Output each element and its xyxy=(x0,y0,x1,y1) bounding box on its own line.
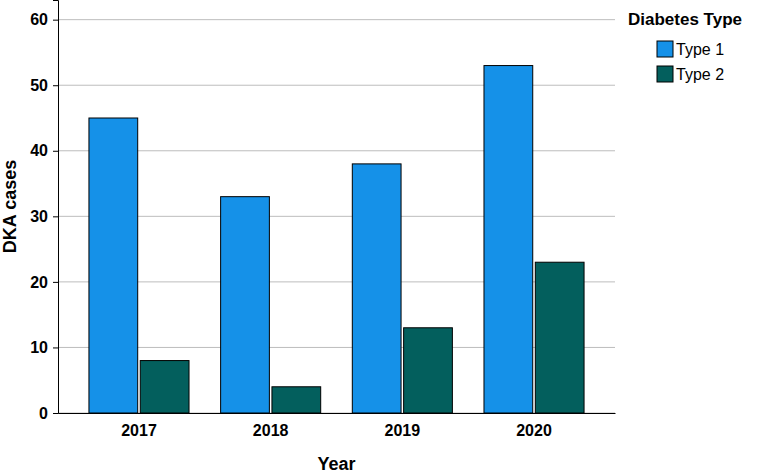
bar xyxy=(484,66,533,413)
bar xyxy=(352,164,401,413)
legend-swatch xyxy=(657,41,673,57)
bar xyxy=(272,387,321,413)
y-tick-label: 30 xyxy=(30,208,48,225)
x-axis-line xyxy=(59,413,616,414)
grid xyxy=(58,20,615,413)
grid-line xyxy=(58,19,615,20)
series xyxy=(140,262,584,413)
x-tick-label: 2019 xyxy=(385,422,421,439)
x-axis-title: Year xyxy=(317,454,355,474)
chart-container: 0 10 20 30 40 50 60 2017 2018 2019 2020 Year DKA cas… xyxy=(0,0,760,476)
y-tick-mark xyxy=(53,282,58,283)
x-tick-label: 2017 xyxy=(121,422,157,439)
x-tick-label: 2020 xyxy=(516,422,552,439)
bar xyxy=(89,118,138,413)
x-tick: 2018 xyxy=(253,422,289,439)
x-tick: 2019 xyxy=(385,422,421,439)
y-tick-mark xyxy=(53,151,58,152)
y-tick-mark xyxy=(53,85,58,86)
y-tick-label: 0 xyxy=(39,405,48,422)
y-tick-label: 60 xyxy=(30,11,48,28)
legend-label: Type 1 xyxy=(676,41,724,58)
y-tick-label: 20 xyxy=(30,274,48,291)
y-tick-mark xyxy=(53,216,58,217)
y-tick-label: 10 xyxy=(30,339,48,356)
y-tick: 50 xyxy=(30,77,58,94)
y-axis-title: DKA cases xyxy=(0,160,20,253)
series xyxy=(89,66,533,413)
legend-swatch xyxy=(657,66,673,82)
y-tick: 30 xyxy=(30,208,58,225)
y-tick-mark xyxy=(53,413,58,414)
bar xyxy=(404,328,453,413)
legend-title: Diabetes Type xyxy=(628,10,742,29)
chart: 0 10 20 30 40 50 60 2017 2018 2019 2020 Year DKA cas… xyxy=(0,0,760,476)
x-tick: 2017 xyxy=(121,422,157,439)
x-axis: 2017 2018 2019 2020 xyxy=(59,414,616,440)
y-tick: 20 xyxy=(30,274,58,291)
y-axis: 0 10 20 30 40 50 60 xyxy=(30,1,58,422)
x-tick: 2020 xyxy=(516,422,552,439)
y-axis-line xyxy=(53,1,59,414)
legend-label: Type 2 xyxy=(676,66,724,83)
bar xyxy=(221,197,270,413)
bar xyxy=(140,361,189,413)
bar xyxy=(535,262,584,413)
y-tick-mark xyxy=(53,347,58,348)
y-tick: 60 xyxy=(30,11,58,28)
y-tick-mark xyxy=(53,20,58,21)
y-tick-label: 50 xyxy=(30,77,48,94)
legend: Diabetes Type Type 1 Type 2 xyxy=(628,10,742,83)
y-tick: 10 xyxy=(30,339,58,356)
bars xyxy=(89,66,584,413)
y-tick: 0 xyxy=(39,405,58,422)
x-tick-label: 2018 xyxy=(253,422,289,439)
y-tick-label: 40 xyxy=(30,142,48,159)
y-tick: 40 xyxy=(30,142,58,159)
